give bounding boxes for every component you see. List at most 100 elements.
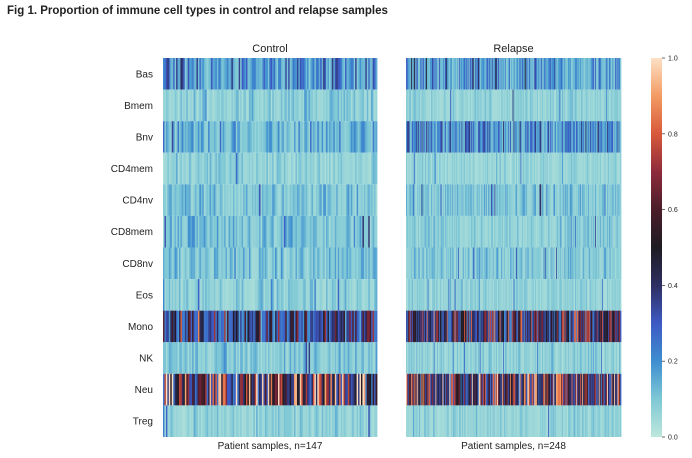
heatmap-cell xyxy=(202,405,205,437)
heatmap-cell xyxy=(196,184,199,216)
heatmap-cell xyxy=(577,152,579,185)
row-label: Mono xyxy=(128,322,153,333)
heatmap-cell xyxy=(551,215,553,248)
heatmap-cell xyxy=(526,184,528,216)
heatmap-cell xyxy=(505,247,507,280)
heatmap-cell xyxy=(421,342,423,374)
heatmap-cell xyxy=(245,279,248,311)
heatmap-cell xyxy=(526,121,528,153)
heatmap-cell xyxy=(308,373,311,406)
heatmap-cell xyxy=(480,310,482,343)
heatmap-cell xyxy=(489,342,491,374)
heatmap-cell xyxy=(503,89,506,122)
heatmap-cell xyxy=(240,215,243,248)
heatmap-cell xyxy=(536,279,538,311)
heatmap-cell xyxy=(479,279,481,311)
heatmap-cell xyxy=(543,58,546,90)
heatmap-cell xyxy=(600,405,602,437)
heatmap-cell xyxy=(525,89,527,122)
heatmap-cell xyxy=(562,58,564,90)
heatmap-cell xyxy=(613,215,615,248)
heatmap-cell xyxy=(181,310,184,343)
heatmap-cell xyxy=(317,184,320,216)
heatmap-cell xyxy=(558,247,560,280)
heatmap-cell xyxy=(455,310,457,343)
heatmap-cell xyxy=(449,184,451,216)
heatmap-cell xyxy=(562,279,564,311)
heatmap-cell xyxy=(558,373,560,406)
heatmap-cell xyxy=(275,152,277,185)
heatmap-cell xyxy=(209,58,212,90)
heatmap-cell xyxy=(580,247,582,280)
heatmap-cell xyxy=(582,121,585,153)
heatmap-cell xyxy=(522,342,524,374)
heatmap-cell xyxy=(425,342,427,374)
heatmap-cell xyxy=(464,373,466,406)
heatmap-cell xyxy=(229,121,232,153)
heatmap-cell xyxy=(595,121,598,153)
heatmap-cell xyxy=(490,121,492,153)
heatmap-cell xyxy=(415,184,417,216)
heatmap-cell xyxy=(183,279,186,311)
heatmap-cell xyxy=(445,121,447,153)
heatmap-cell xyxy=(216,342,219,374)
heatmap-cell xyxy=(467,310,469,343)
heatmap-cell xyxy=(514,373,516,406)
heatmap-cell xyxy=(307,152,309,185)
heatmap-cell xyxy=(598,279,600,311)
heatmap-cell xyxy=(458,58,461,90)
heatmap-cell xyxy=(545,58,547,90)
heatmap-cell xyxy=(200,152,203,185)
heatmap-cell xyxy=(235,58,238,90)
heatmap-cell xyxy=(466,58,468,90)
heatmap-cell xyxy=(507,152,509,185)
heatmap-cell xyxy=(620,405,622,437)
heatmap-cell xyxy=(506,184,508,216)
heatmap-cell xyxy=(485,342,488,374)
heatmap-cell xyxy=(560,279,562,311)
heatmap-cell xyxy=(502,184,504,216)
heatmap-cell xyxy=(499,58,501,90)
heatmap-cell xyxy=(469,310,471,343)
heatmap-cell xyxy=(611,89,613,122)
heatmap-cell xyxy=(315,152,318,185)
heatmap-cell xyxy=(195,152,197,185)
heatmap-cell xyxy=(553,405,555,437)
heatmap-cell xyxy=(552,373,554,406)
heatmap-cell xyxy=(477,152,480,185)
heatmap-cell xyxy=(510,247,513,280)
heatmap-cell xyxy=(546,152,548,185)
heatmap-cell xyxy=(337,247,340,280)
heatmap-cell xyxy=(575,89,578,122)
heatmap-cell xyxy=(435,89,437,122)
heatmap-cell xyxy=(609,279,611,311)
heatmap-cell xyxy=(519,58,521,90)
heatmap-cell xyxy=(573,58,575,90)
heatmap-cell xyxy=(544,121,546,153)
heatmap-cell xyxy=(193,310,196,343)
heatmap-cell xyxy=(523,184,525,216)
heatmap-cell xyxy=(320,184,323,216)
heatmap-cell xyxy=(278,342,280,374)
heatmap-cell xyxy=(487,121,489,153)
heatmap-cell xyxy=(450,89,452,122)
heatmap-cell xyxy=(489,152,491,185)
heatmap-cell xyxy=(450,405,452,437)
heatmap-cell xyxy=(292,89,295,122)
heatmap-cell xyxy=(481,58,483,90)
heatmap-cell xyxy=(563,89,566,122)
heatmap-cell xyxy=(469,58,471,90)
heatmap-cell xyxy=(423,215,425,248)
heatmap-cell xyxy=(620,247,622,280)
heatmap-cell xyxy=(451,58,453,90)
heatmap-cell xyxy=(538,405,540,437)
heatmap-cell xyxy=(605,184,607,216)
heatmap-cell xyxy=(563,405,566,437)
heatmap-cell xyxy=(540,184,542,216)
heatmap-cell xyxy=(212,215,215,248)
heatmap-cell xyxy=(324,215,327,248)
heatmap-cell xyxy=(369,279,372,311)
heatmap-cell xyxy=(492,58,494,90)
heatmap-cell xyxy=(512,184,514,216)
heatmap-cell xyxy=(433,310,436,343)
